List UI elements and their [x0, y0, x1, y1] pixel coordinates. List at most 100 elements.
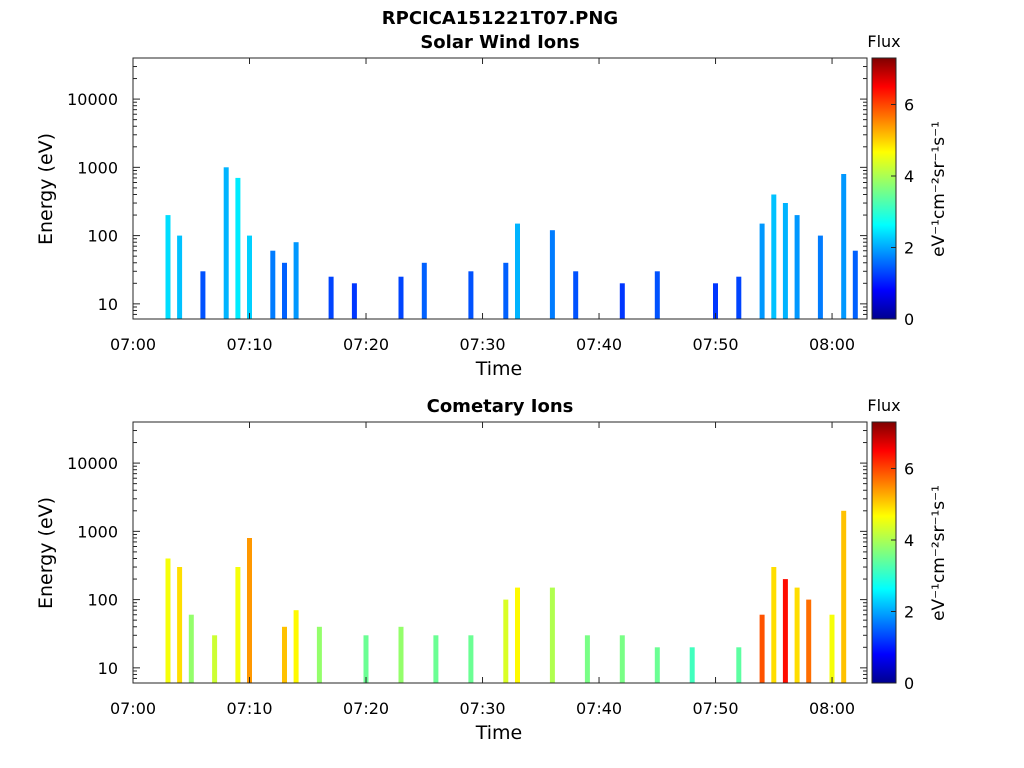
colorbar-title: Flux: [867, 32, 900, 51]
spectrogram-burst: [468, 635, 474, 683]
spectrogram-burst: [841, 174, 847, 319]
y-tick-label: 1000: [77, 522, 118, 541]
spectrogram-burst: [794, 587, 800, 683]
spectrogram-burst: [223, 167, 229, 319]
spectrogram-burst: [351, 283, 357, 319]
panel-solar-wind: Solar Wind Ions 07:00 07:10 07:20 07:30 07:4…: [35, 32, 949, 380]
spectrogram-burst: [654, 271, 660, 319]
spectrogram-burst: [200, 271, 206, 319]
spectrogram-burst: [363, 635, 369, 683]
spectrogram-burst: [806, 599, 812, 683]
spectrogram-burst: [328, 276, 334, 319]
x-axis-label: Time: [475, 722, 523, 744]
colorbar-tick-label: 0: [904, 674, 914, 693]
spectrogram-burst: [503, 599, 509, 683]
spectrogram-burst: [736, 647, 742, 683]
spectrogram-burst: [782, 203, 788, 319]
y-tick-label: 10000: [67, 90, 118, 109]
spectrogram-marks: [165, 167, 858, 319]
spectrogram-burst: [549, 587, 555, 683]
spectrogram-burst: [573, 271, 579, 319]
spectrogram-burst: [829, 614, 835, 683]
spectrogram-burst: [421, 262, 427, 319]
y-axis: 10 100 1000 10000: [67, 57, 867, 320]
plot-frame: [132, 57, 868, 320]
y-axis-label: Energy (eV): [35, 497, 57, 609]
colorbar: [871, 421, 897, 684]
colorbar: [871, 57, 897, 320]
colorbar-tick-label: 0: [904, 310, 914, 329]
x-tick-label: 07:30: [459, 699, 505, 718]
y-tick-label: 1000: [77, 158, 118, 177]
spectrogram-burst: [165, 558, 171, 683]
spectrogram-burst: [515, 223, 520, 319]
y-tick-label: 10: [98, 659, 118, 678]
x-axis-label: Time: [475, 358, 523, 380]
x-axis: 07:00 07:10 07:20 07:30 07:40 07:50 08:00: [110, 58, 855, 354]
spectrogram-burst: [817, 235, 823, 319]
y-tick-label: 10000: [67, 454, 118, 473]
spectrogram-burst: [759, 614, 765, 683]
spectrogram-burst: [293, 610, 299, 683]
spectrogram-burst: [619, 283, 625, 319]
spectrogram-burst: [235, 177, 241, 319]
spectrogram-burst: [177, 567, 183, 683]
spectrogram-burst: [515, 587, 520, 683]
x-tick-label: 07:10: [226, 335, 272, 354]
y-axis-label: Energy (eV): [35, 133, 57, 245]
x-tick-label: 07:30: [459, 335, 505, 354]
spectrogram-burst: [247, 235, 252, 319]
colorbar-tick-label: 6: [904, 95, 914, 114]
x-tick-label: 07:10: [226, 699, 272, 718]
x-tick-label: 07:40: [576, 699, 622, 718]
x-tick-label: 07:20: [343, 699, 389, 718]
spectrogram-burst: [247, 538, 252, 683]
spectrogram-burst: [165, 215, 171, 319]
y-tick-label: 100: [87, 591, 118, 610]
x-tick-label: 07:00: [110, 699, 156, 718]
panel-title: Solar Wind Ions: [420, 32, 579, 53]
spectrogram-burst: [293, 242, 299, 319]
spectrogram-burst: [736, 276, 742, 319]
spectrogram-burst: [771, 194, 777, 319]
spectrogram-burst: [398, 626, 404, 683]
colorbar-title: Flux: [867, 396, 900, 415]
spectrogram-burst: [316, 626, 322, 683]
spectrogram-burst: [235, 567, 241, 683]
spectrogram-marks: [165, 510, 847, 683]
colorbar-label: eV⁻¹cm⁻²sr⁻¹s⁻¹: [929, 121, 949, 257]
spectrogram-burst: [759, 223, 765, 319]
y-tick-label: 100: [87, 227, 118, 246]
colorbar-ticks: 0 2 4 6: [891, 459, 914, 693]
colorbar-tick-label: 4: [904, 167, 914, 186]
y-axis: 10 100 1000 10000: [67, 421, 867, 684]
panel-cometary: Cometary Ions 07:00 07:10 07:20 07:30 07:40 0…: [35, 396, 949, 744]
spectrogram-burst: [654, 647, 660, 683]
spectrogram-burst: [619, 635, 625, 683]
spectrogram-burst: [433, 635, 439, 683]
colorbar-tick-label: 6: [904, 459, 914, 478]
spectrogram-burst: [689, 647, 695, 683]
x-tick-label: 08:00: [809, 335, 855, 354]
spectrogram-burst: [794, 215, 800, 319]
x-tick-label: 07:50: [692, 335, 738, 354]
colorbar-tick-label: 4: [904, 531, 914, 550]
spectrogram-burst: [398, 276, 404, 319]
spectrogram-burst: [771, 567, 777, 683]
x-tick-label: 07:40: [576, 335, 622, 354]
colorbar-label: eV⁻¹cm⁻²sr⁻¹s⁻¹: [929, 485, 949, 621]
spectrogram-burst: [782, 579, 788, 683]
spectrogram-burst: [212, 635, 218, 683]
spectrogram-burst: [713, 283, 718, 319]
colorbar-tick-label: 2: [904, 602, 914, 621]
figure-title: RPCICA151221T07.PNG: [382, 8, 618, 29]
x-tick-label: 08:00: [809, 699, 855, 718]
x-axis: 07:00 07:10 07:20 07:30 07:40 07:50 08:00: [110, 422, 855, 718]
y-tick-label: 10: [98, 295, 118, 314]
spectrogram-burst: [841, 510, 847, 683]
x-tick-label: 07:00: [110, 335, 156, 354]
spectrogram-burst: [282, 626, 287, 683]
spectrogram-burst: [188, 614, 194, 683]
plot-frame: [132, 421, 868, 684]
